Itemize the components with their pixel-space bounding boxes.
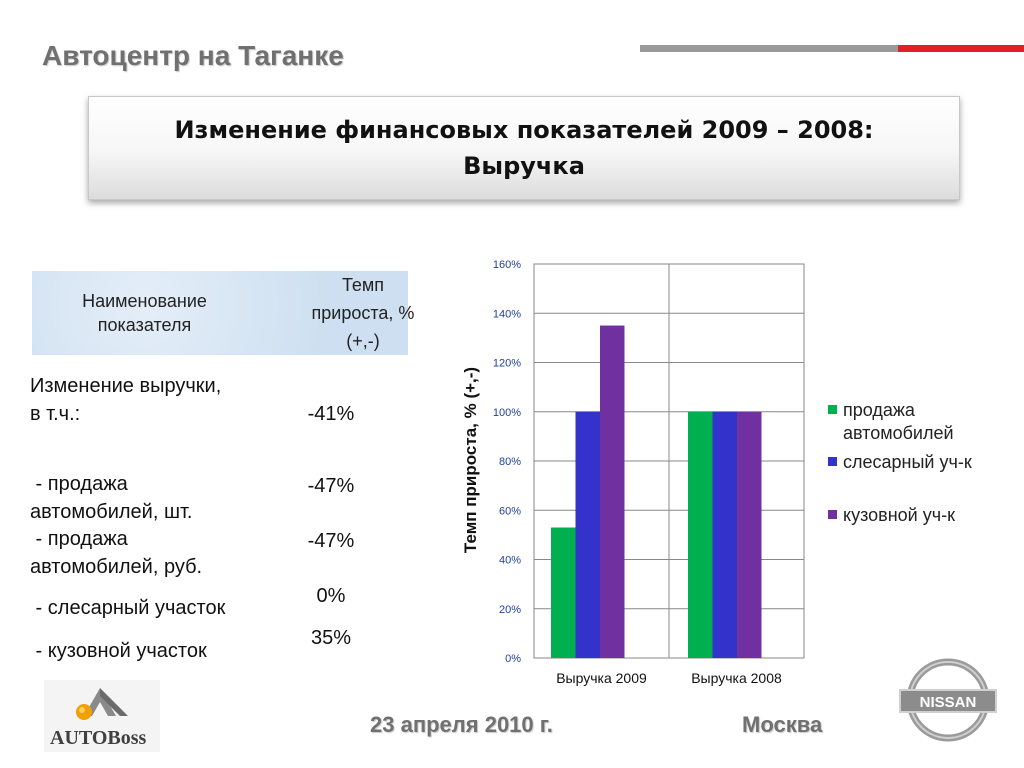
row-4-value: 0% — [316, 585, 346, 607]
chart-bar — [737, 411, 762, 658]
slide-title-line-2: Выручка — [463, 152, 585, 180]
legend-service-label: слесарный уч-к — [843, 452, 972, 472]
chart-x-tick-label: Выручка 2009 — [556, 670, 647, 686]
row-1-label-line-1: Изменение выручки, — [30, 375, 222, 397]
chart-y-tick-label: 120% — [493, 358, 521, 370]
chart-bar — [712, 411, 737, 658]
table-header-name: Наименование показателя — [32, 271, 257, 355]
table-header-rate-line-2: прироста, % — [311, 303, 415, 323]
nissan-logo-text: NISSAN — [920, 694, 977, 711]
autoboss-logo: AUTOBoss — [44, 680, 160, 752]
autoboss-logo-text: AUTOBoss — [50, 727, 147, 749]
legend-swatch-service — [828, 457, 837, 466]
chart-bar — [575, 411, 600, 658]
row-5-value: 35% — [310, 627, 352, 649]
footer-date: 23 апреля 2010 г. — [370, 712, 553, 737]
row-1-value: -41% — [307, 403, 355, 425]
table-row-label: Изменение выручки, в т.ч.: — [30, 372, 221, 428]
chart-bars — [551, 325, 762, 658]
chart-y-tick-label: 0% — [505, 653, 521, 665]
chart-y-tick-label: 20% — [499, 604, 521, 616]
table-header-rate: Темп прироста, % (+,-) — [278, 271, 448, 355]
row-2-label-line-2: автомобилей, шт. — [30, 501, 193, 523]
header-stripe-red — [898, 45, 1024, 52]
chart-y-tick-label: 80% — [499, 456, 521, 468]
table-header-name-line-2: показателя — [97, 315, 192, 335]
company-name: Автоцентр на Таганке — [42, 40, 344, 71]
chart-y-ticks: 0% 20% 40% 60% 80% 100% 120% 140% 160% — [493, 259, 521, 665]
row-5-label: - кузовной участок — [30, 640, 207, 662]
table-row-label: - продажа автомобилей, шт. — [30, 470, 193, 526]
table-header-rate-line-1: Темп — [341, 275, 385, 295]
chart-y-tick-label: 100% — [493, 407, 521, 419]
nissan-logo: NISSAN — [899, 658, 997, 742]
legend-item-service: слесарный уч-к — [828, 451, 972, 474]
chart-bar — [551, 527, 576, 658]
row-3-label-line-1: - продажа — [30, 528, 128, 550]
row-3-value: -47% — [307, 530, 355, 552]
chart-y-tick-label: 140% — [493, 308, 521, 320]
legend-swatch-sales — [828, 405, 837, 414]
footer-city: Москва — [742, 712, 823, 737]
table-row-label: - продажа автомобилей, руб. — [30, 525, 202, 581]
slide-title-line-1: Изменение финансовых показателей 2009 – … — [174, 116, 874, 144]
legend-body-label: кузовной уч-к — [843, 505, 955, 525]
chart-bar — [600, 325, 625, 658]
row-2-label-line-1: - продажа — [30, 473, 128, 495]
chart-bar — [688, 411, 713, 658]
chart-x-labels: Выручка 2009 Выручка 2008 — [556, 670, 782, 686]
slide-title-box: Изменение финансовых показателей 2009 – … — [88, 96, 960, 200]
chart-y-tick-label: 60% — [499, 505, 521, 517]
row-2-value: -47% — [307, 475, 355, 497]
chart-x-tick-label: Выручка 2008 — [691, 670, 782, 686]
legend-sales-line-1: продажа — [843, 400, 915, 420]
chart-y-tick-label: 160% — [493, 259, 521, 271]
row-1-label-line-2: в т.ч.: — [30, 403, 81, 425]
legend-item-sales: продажа автомобилей — [828, 399, 954, 445]
table-header-name-line-1: Наименование — [82, 291, 207, 311]
chart-y-axis-label: Темп прироста, % (+,-) — [461, 367, 480, 553]
table-header-rate-line-3: (+,-) — [346, 331, 380, 351]
chart-y-tick-label: 40% — [499, 555, 521, 567]
legend-item-body: кузовной уч-к — [828, 504, 955, 527]
table-header: Наименование показателя Темп прироста, %… — [32, 271, 414, 355]
legend-swatch-body — [828, 510, 837, 519]
header-stripe-gray — [640, 45, 898, 52]
legend-sales-line-2: автомобилей — [843, 423, 954, 443]
row-3-label-line-2: автомобилей, руб. — [30, 556, 203, 578]
row-4-label: - слесарный участок — [30, 597, 226, 619]
